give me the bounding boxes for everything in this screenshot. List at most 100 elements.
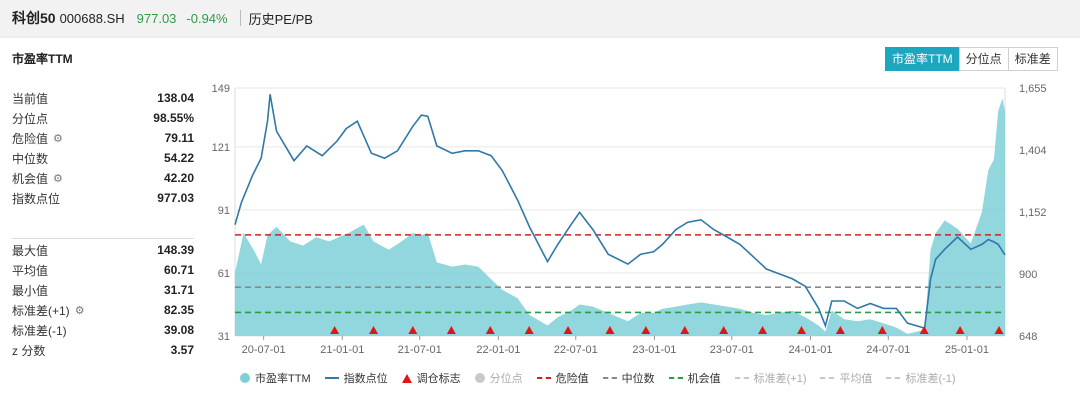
stat-value: 138.04 [157, 91, 194, 105]
rebalance-marker [485, 326, 495, 334]
stat-label-text: z 分数 [12, 343, 46, 358]
legend-label: 标准差(-1) [905, 373, 956, 385]
x-tick-label: 24-01-01 [788, 344, 832, 356]
legend-item[interactable]: 标准差(-1) [886, 370, 956, 386]
index-change: -0.94% [186, 10, 228, 26]
rebalance-marker [369, 326, 379, 334]
stat-label: 最小值 [12, 282, 48, 299]
stat-value: 3.57 [170, 343, 194, 357]
legend-item[interactable]: 平均值 [820, 370, 872, 386]
stat-label-text: 指数点位 [12, 191, 61, 206]
index-code: 000688.SH [59, 10, 125, 26]
index-price: 977.03 [136, 10, 177, 26]
stat-value: 82.35 [163, 303, 194, 317]
legend-label: 市盈率TTM [255, 373, 311, 385]
metric-tabs: 市盈率TTM 分位点 标准差 [885, 47, 1058, 71]
legend-item[interactable]: 机会值 [668, 370, 721, 386]
y-right-tick-label: 900 [1019, 269, 1037, 281]
legend-label: 标准差(+1) [753, 373, 807, 385]
x-tick-label: 20-07-01 [242, 344, 286, 356]
stats-current: 当前值 138.04 分位点 98.55% 危险值 ⚙ 79.11 中位数 54.22 机会值 ⚙ 4… [12, 88, 194, 208]
rebalance-marker [919, 326, 929, 334]
legend-item[interactable]: 分位点 [474, 370, 523, 386]
stat-label-text: 最小值 [12, 283, 49, 298]
rebalance-marker [408, 326, 418, 334]
history-pe-pb-link[interactable]: 历史PE/PB [248, 11, 313, 27]
rebalance-marker [446, 326, 456, 334]
gear-icon[interactable]: ⚙ [74, 304, 85, 317]
stat-value: 39.08 [163, 323, 194, 337]
stat-label: 标准差(-1) [12, 322, 67, 339]
stat-label-text: 当前值 [12, 91, 49, 106]
stat-row: 最小值 31.71 [12, 280, 194, 300]
stat-label-text: 机会值 [12, 171, 49, 186]
rebalance-marker [719, 326, 729, 334]
y-left-tick-label: 31 [218, 331, 230, 343]
legend-label: 中位数 [621, 373, 655, 385]
rebalance-marker [758, 326, 768, 334]
legend-marker-icon [324, 377, 339, 379]
index-line [234, 94, 1006, 330]
x-tick-label: 22-01-01 [476, 344, 520, 356]
stat-label: 平均值 [12, 262, 48, 279]
y-right-tick-label: 1,655 [1019, 83, 1047, 95]
gear-icon[interactable]: ⚙ [53, 172, 63, 185]
legend-item[interactable]: 中位数 [602, 370, 655, 386]
legend-label: 机会值 [687, 373, 721, 385]
rebalance-marker [330, 326, 340, 334]
y-right-tick-label: 1,152 [1019, 207, 1047, 219]
stat-label: 机会值 ⚙ [12, 170, 63, 187]
stat-row: 机会值 ⚙ 42.20 [12, 168, 194, 188]
stat-label: 分位点 [12, 110, 48, 127]
stats-history: 最大值 148.39 平均值 60.71 最小值 31.71 标准差(+1) ⚙ 82.35 标准… [12, 238, 194, 360]
legend-item[interactable]: 标准差(+1) [734, 370, 807, 386]
index-name: 科创50 [12, 10, 56, 26]
stat-value: 148.39 [157, 243, 194, 257]
stat-value: 31.71 [163, 283, 194, 297]
stat-value: 977.03 [157, 191, 194, 205]
stat-label-text: 标准差(+1) [12, 303, 70, 318]
rebalance-marker [524, 326, 534, 334]
stat-value: 79.11 [164, 131, 194, 145]
x-tick-label: 25-01-01 [945, 344, 989, 356]
stat-row: 最大值 148.39 [12, 240, 194, 260]
legend-item[interactable]: 危险值 [536, 370, 589, 386]
legend-marker-icon [668, 377, 683, 379]
rebalance-marker [563, 326, 573, 334]
legend-label: 平均值 [839, 373, 873, 385]
card-title: 市盈率TTM [12, 52, 73, 66]
stat-label-text: 中位数 [12, 151, 49, 166]
rebalance-marker [796, 326, 806, 334]
legend-marker-icon [734, 377, 749, 379]
stat-row: 平均值 60.71 [12, 260, 194, 280]
stat-row: 当前值 138.04 [12, 88, 194, 108]
stat-row: 分位点 98.55% [12, 108, 194, 128]
tab-pe-ttm[interactable]: 市盈率TTM [885, 47, 960, 71]
legend-marker-icon [886, 377, 901, 379]
tab-percentile[interactable]: 分位点 [958, 47, 1009, 71]
stat-label: 最大值 [12, 242, 48, 259]
legend-marker-icon [474, 373, 485, 383]
legend-label: 调仓标志 [416, 373, 461, 385]
legend-item[interactable]: 市盈率TTM [240, 370, 311, 386]
legend-marker-icon [536, 377, 551, 379]
x-tick-label: 22-07-01 [554, 344, 598, 356]
rebalance-marker [835, 326, 845, 334]
divider [239, 10, 241, 26]
stat-label: 中位数 [12, 150, 48, 167]
stat-label: 标准差(+1) ⚙ [12, 302, 85, 319]
gear-icon[interactable]: ⚙ [53, 132, 63, 145]
top-bar: 科创50 000688.SH 977.03 -0.94% 历史PE/PB [0, 0, 1080, 36]
legend-marker-icon [240, 373, 250, 383]
stat-label-text: 标准差(-1) [12, 323, 67, 338]
y-left-tick-label: 91 [218, 205, 230, 217]
stat-label: 指数点位 [12, 190, 60, 207]
x-tick-label: 23-07-01 [710, 344, 754, 356]
tab-std-dev[interactable]: 标准差 [1007, 47, 1058, 71]
y-left-tick-label: 149 [212, 83, 230, 95]
stat-label: 危险值 ⚙ [12, 130, 63, 147]
stat-value: 42.20 [163, 171, 194, 185]
legend-item[interactable]: 调仓标志 [401, 370, 461, 386]
legend-item[interactable]: 指数点位 [324, 370, 388, 386]
y-right-tick-label: 1,404 [1019, 145, 1047, 157]
